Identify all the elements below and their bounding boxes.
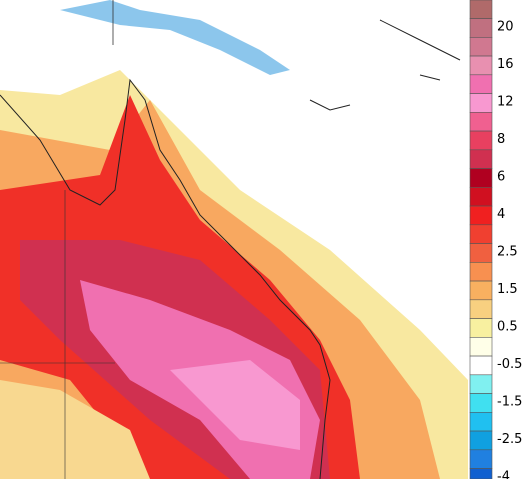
colorbar-swatch	[469, 280, 493, 301]
colorbar-swatch	[469, 412, 493, 432]
colorbar: 20 16 12 8 6 4 2.5 1.5 0.5 -0.5 -1.5 -2.5 -4	[469, 0, 522, 479]
lower-left-mild	[0, 380, 150, 479]
colorbar-label: 16	[497, 57, 514, 72]
colorbar-swatch	[469, 337, 493, 357]
colorbar-label: 8	[497, 132, 505, 147]
colorbar-swatch	[469, 355, 493, 376]
colorbar-label: -4	[497, 470, 510, 479]
new-guinea-anomaly	[60, 0, 290, 75]
colorbar-swatch	[469, 205, 493, 226]
colorbar-swatch	[469, 318, 493, 338]
colorbar-label: 6	[497, 170, 505, 185]
colorbar-label: 4	[497, 207, 505, 222]
colorbar-swatch	[469, 149, 493, 169]
colorbar-swatch	[469, 130, 493, 151]
colorbar-swatch	[469, 449, 493, 469]
colorbar-swatch	[469, 224, 493, 244]
colorbar-swatch	[469, 18, 493, 38]
colorbar-label: -0.5	[497, 357, 522, 372]
colorbar-swatch	[469, 187, 493, 207]
colorbar-label: 20	[497, 20, 514, 35]
colorbar-label: 0.5	[497, 320, 518, 335]
colorbar-swatch	[469, 468, 493, 479]
colorbar-swatch	[469, 299, 493, 319]
colorbar-swatch	[469, 93, 493, 113]
island-coastline	[309, 19, 461, 111]
colorbar-label: 1.5	[497, 282, 518, 297]
coastline	[0, 78, 331, 479]
map	[0, 0, 468, 479]
colorbar-swatch	[469, 74, 493, 94]
colorbar-swatch	[469, 55, 493, 76]
anomaly-extreme	[170, 360, 300, 450]
colorbar-label: 2.5	[497, 245, 518, 260]
colorbar-swatch	[469, 168, 493, 188]
colorbar-swatch	[469, 112, 493, 132]
colorbar-swatch	[469, 243, 493, 263]
colorbar-swatch	[469, 37, 493, 57]
colorbar-swatch	[469, 393, 493, 413]
colorbar-swatch	[469, 374, 493, 394]
colorbar-label: 12	[497, 95, 514, 110]
colorbar-label: -1.5	[497, 395, 522, 410]
colorbar-swatch	[469, 262, 493, 282]
colorbar-label: -2.5	[497, 432, 522, 447]
colorbar-swatch	[469, 430, 493, 451]
colorbar-swatch	[469, 0, 493, 19]
